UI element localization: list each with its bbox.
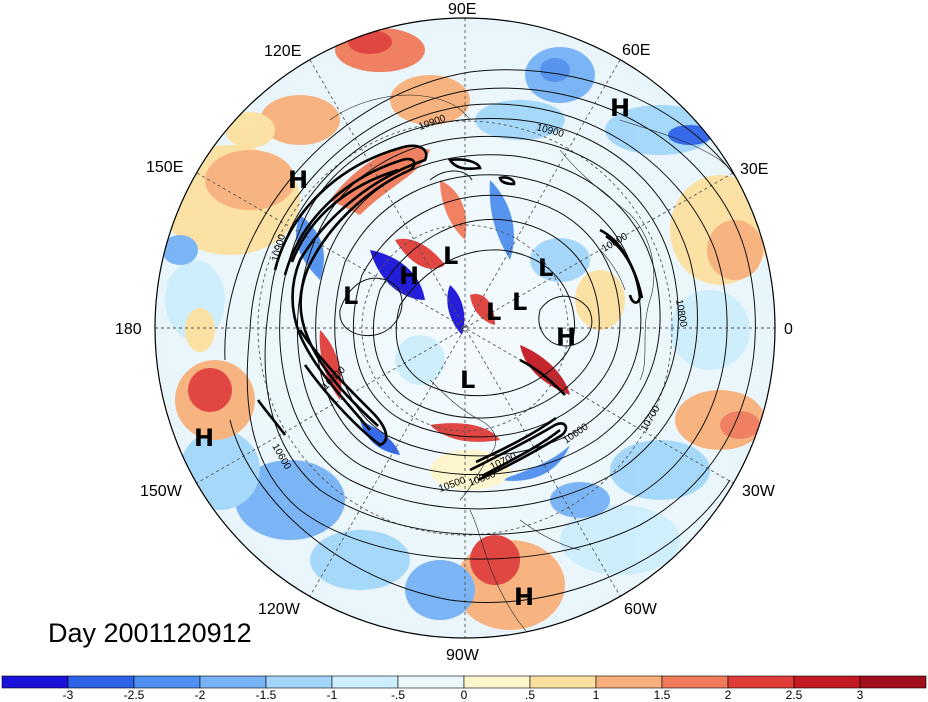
lon-label-120w: 120W bbox=[258, 601, 301, 618]
contour-label: 10800 bbox=[673, 299, 689, 329]
high-pressure-marker: H bbox=[288, 166, 308, 194]
map-title: Day 2001120912 bbox=[48, 618, 252, 648]
colorbar-swatch bbox=[661, 675, 729, 689]
lon-label-30e: 30E bbox=[740, 161, 768, 178]
high-pressure-marker: H bbox=[610, 94, 630, 122]
high-pressure-marker: H bbox=[514, 583, 534, 611]
jet-contours bbox=[256, 144, 644, 482]
lon-label-60e: 60E bbox=[622, 42, 650, 59]
colorbar-swatch bbox=[529, 675, 597, 689]
colorbar-tick-label: 1 bbox=[593, 688, 600, 702]
colorbar-swatch bbox=[331, 675, 399, 689]
colorbar-swatch bbox=[793, 675, 861, 689]
graticule bbox=[155, 18, 775, 638]
lon-label-120e: 120E bbox=[264, 43, 301, 60]
lon-label-0: 0 bbox=[784, 321, 793, 338]
longitude-labels: 90E 60E 30E 0 30W 60W 90W 120W 150W 180 … bbox=[115, 1, 793, 664]
colorbar-swatch bbox=[199, 675, 267, 689]
low-pressure-marker: L bbox=[443, 242, 458, 270]
map-disk bbox=[155, 18, 775, 638]
high-pressure-marker: H bbox=[399, 262, 419, 290]
lon-label-90e: 90E bbox=[448, 1, 476, 18]
colorbar-tick-label: -3 bbox=[63, 688, 74, 702]
low-pressure-marker: L bbox=[343, 282, 358, 310]
colorbar-swatch bbox=[1, 675, 69, 689]
lon-label-60w: 60W bbox=[624, 601, 658, 618]
colorbar: -3 -2.5 -2 -1.5 -1 -.5 0 .5 1 1.5 2 2.5 3 bbox=[1, 675, 927, 702]
colorbar-swatch bbox=[595, 675, 663, 689]
low-pressure-marker: L bbox=[512, 288, 527, 316]
pressure-centers: H H H H H H L L L L L L bbox=[194, 94, 630, 611]
colorbar-tick-label: 1.5 bbox=[654, 688, 671, 702]
colorbar-tick-label: -2 bbox=[195, 688, 206, 702]
height-contours bbox=[224, 69, 771, 603]
colorbar-tick-label: 2.5 bbox=[786, 688, 803, 702]
colorbar-tick-label: -2.5 bbox=[124, 688, 145, 702]
colorbar-tick-label: 2 bbox=[725, 688, 732, 702]
colorbar-tick-label: .5 bbox=[525, 688, 535, 702]
low-pressure-marker: L bbox=[538, 254, 553, 282]
colorbar-tick-label: -1 bbox=[327, 688, 338, 702]
colorbar-swatch bbox=[265, 675, 333, 689]
colorbar-tick-label: -.5 bbox=[391, 688, 405, 702]
colorbar-tick-label: -1.5 bbox=[256, 688, 277, 702]
low-pressure-marker: L bbox=[460, 366, 475, 394]
lon-label-30w: 30W bbox=[742, 483, 776, 500]
colorbar-swatch bbox=[463, 675, 531, 689]
colorbar-swatch bbox=[859, 675, 927, 689]
high-pressure-marker: H bbox=[556, 323, 576, 351]
lon-label-150w: 150W bbox=[140, 483, 183, 500]
colorbar-tick-label: 0 bbox=[461, 688, 468, 702]
colorbar-swatch bbox=[727, 675, 795, 689]
lon-label-90w: 90W bbox=[446, 647, 480, 664]
colorbar-swatch bbox=[67, 675, 135, 689]
colorbar-swatch bbox=[397, 675, 465, 689]
lon-label-150e: 150E bbox=[146, 159, 183, 176]
colorbar-tick-label: 3 bbox=[857, 688, 864, 702]
map-boundary bbox=[154, 17, 776, 639]
high-pressure-marker: H bbox=[194, 424, 214, 452]
lon-label-180: 180 bbox=[115, 321, 142, 338]
colorbar-swatch bbox=[133, 675, 201, 689]
low-pressure-marker: L bbox=[486, 298, 501, 326]
